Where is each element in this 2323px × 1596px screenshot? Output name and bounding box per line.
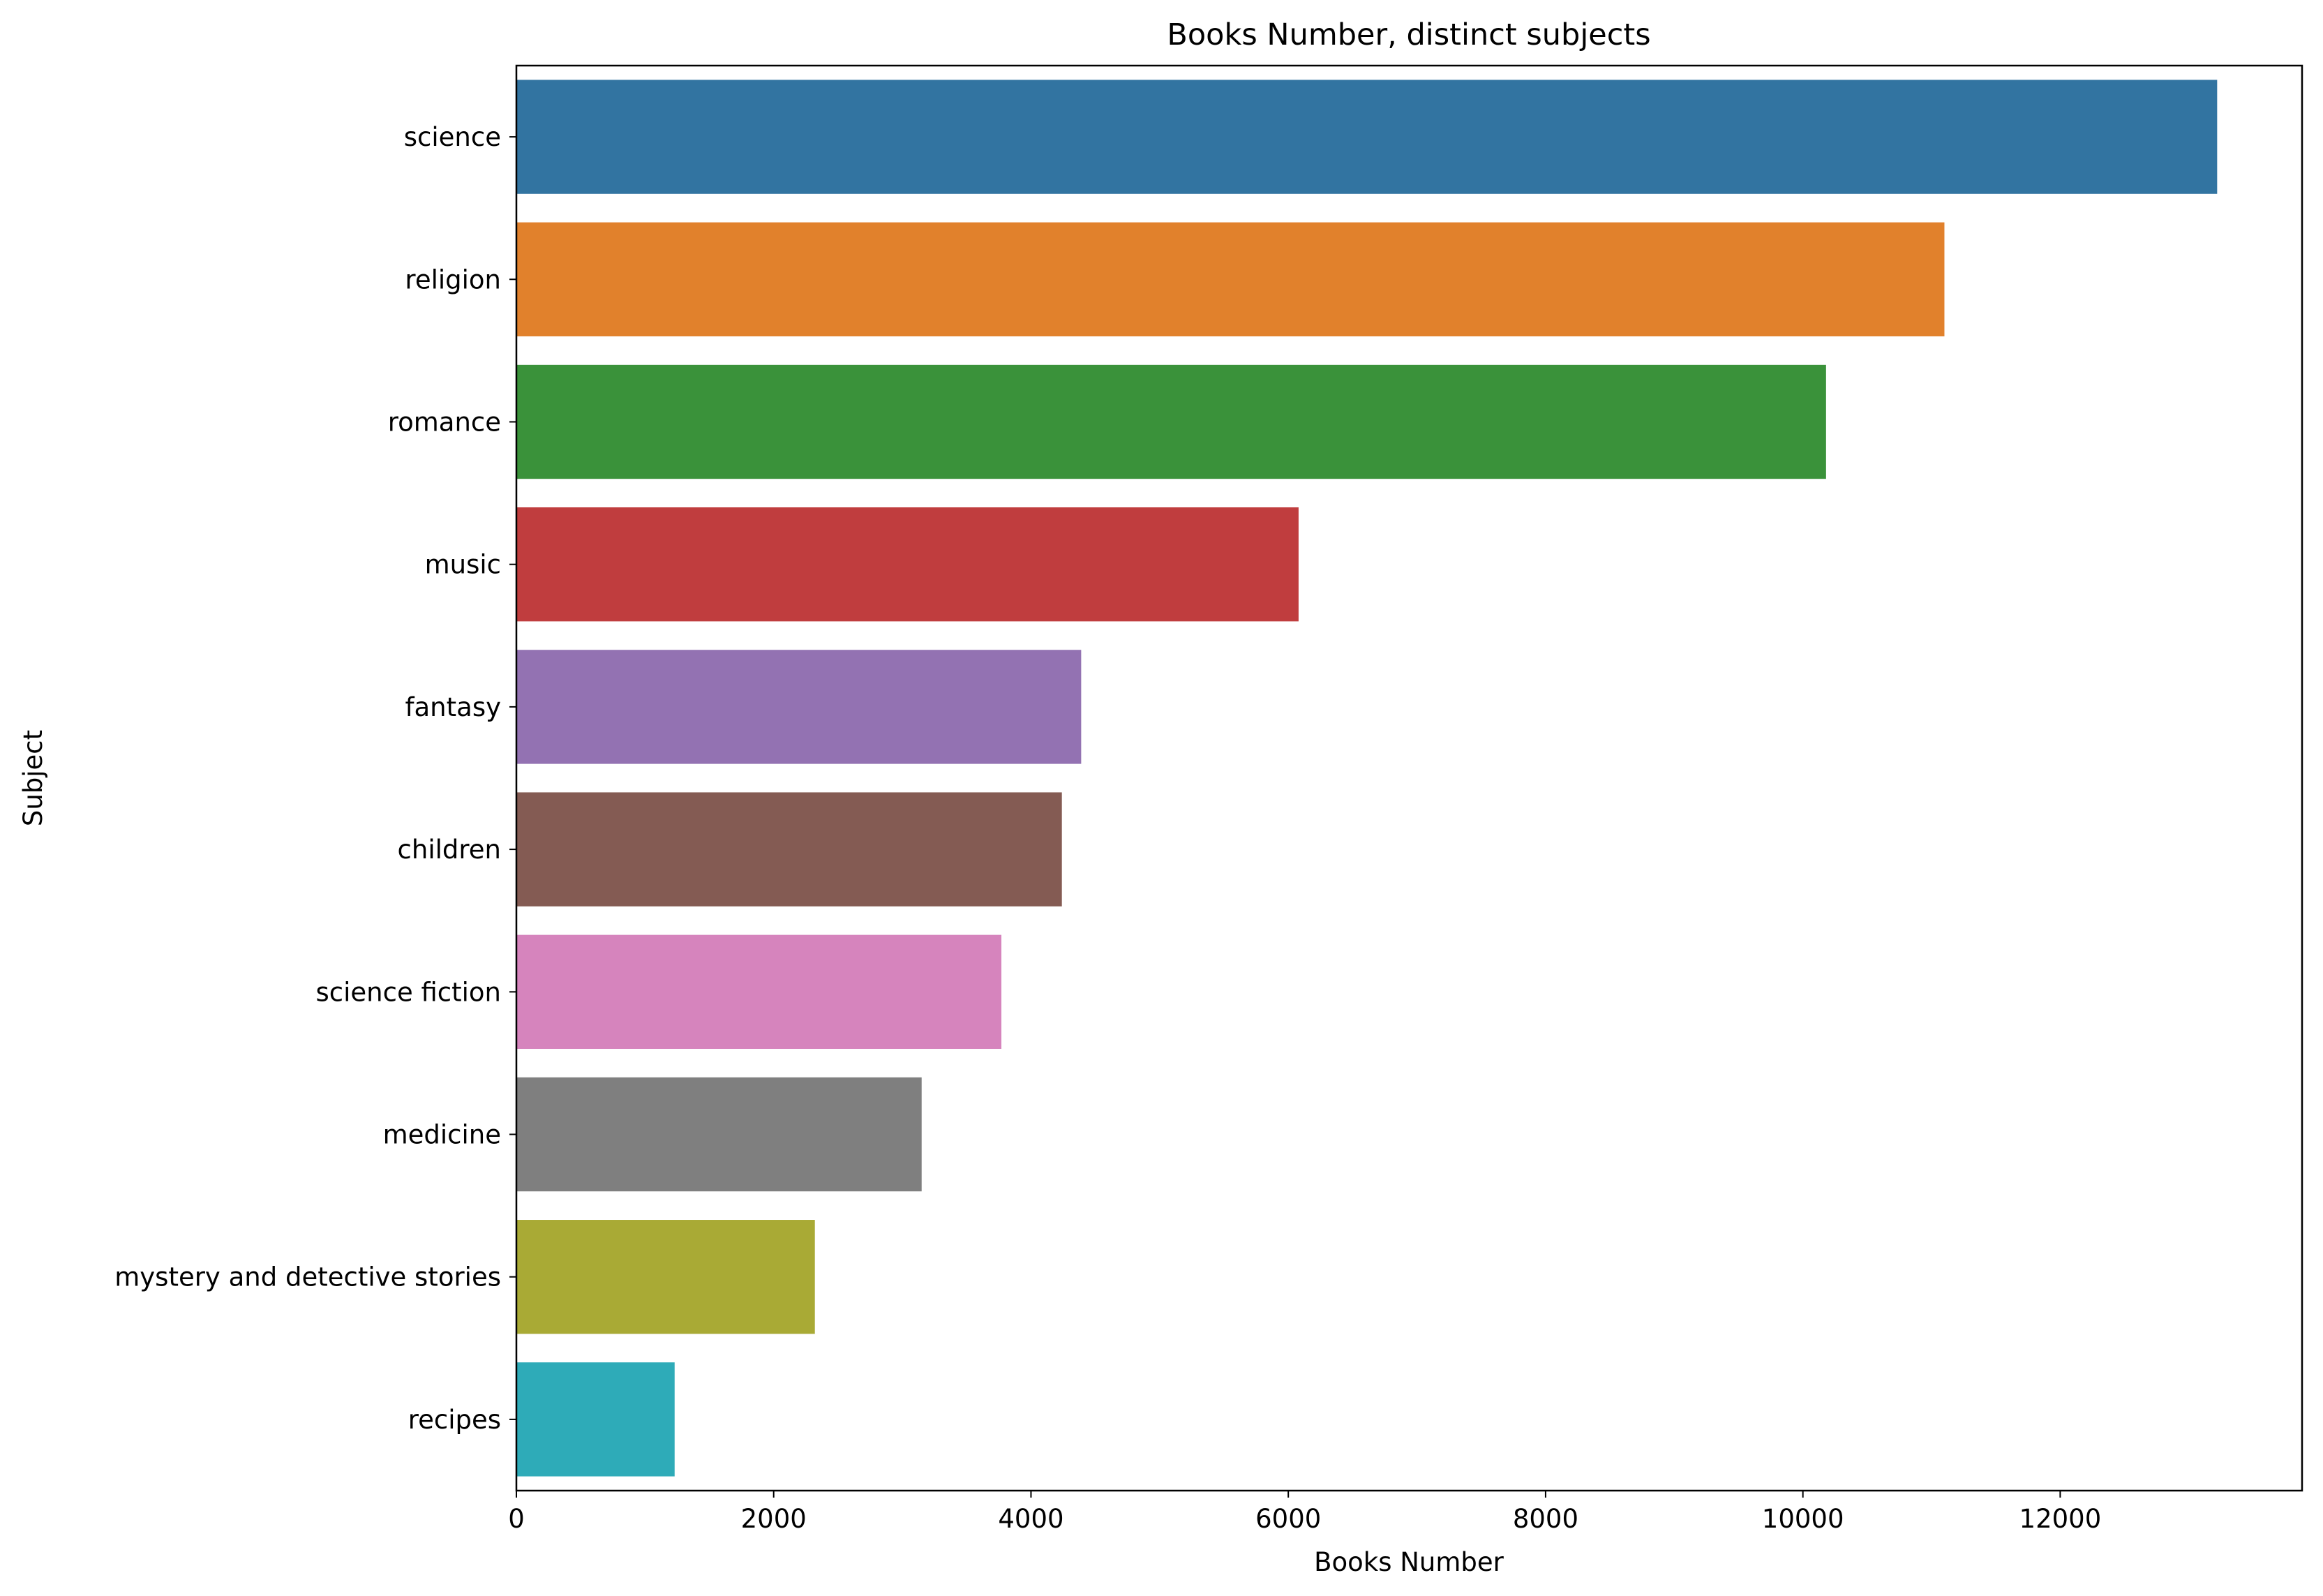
bar-religion — [516, 222, 1945, 336]
x-tick-label: 4000 — [998, 1504, 1063, 1534]
x-tick-label: 8000 — [1513, 1504, 1578, 1534]
bar-recipes — [516, 1362, 675, 1477]
y-tick-label: medicine — [383, 1120, 501, 1150]
y-tick-label: science fiction — [315, 977, 501, 1007]
bar-science-fiction — [516, 934, 1002, 1049]
y-tick-label: mystery and detective stories — [114, 1262, 501, 1292]
x-tick-label: 12000 — [2019, 1504, 2102, 1534]
x-tick-label: 0 — [508, 1504, 525, 1534]
bar-group — [516, 80, 2218, 1477]
bar-medicine — [516, 1077, 922, 1192]
bar-romance — [516, 364, 1826, 479]
y-tick-label: religion — [405, 264, 501, 294]
x-tick-label: 10000 — [1762, 1504, 1844, 1534]
y-tick-label: music — [425, 550, 501, 580]
bar-mystery-and-detective-stories — [516, 1220, 815, 1334]
bar-science — [516, 80, 2218, 194]
x-tick-label: 6000 — [1255, 1504, 1321, 1534]
bar-fantasy — [516, 650, 1082, 764]
y-axis-ticks: science religion romance music fantasy childr… — [114, 122, 516, 1435]
y-tick-label: recipes — [408, 1405, 501, 1435]
y-tick-label: children — [398, 835, 501, 865]
x-tick-label: 2000 — [741, 1504, 807, 1534]
bar-music — [516, 507, 1299, 622]
y-tick-label: science — [404, 122, 501, 152]
chart-title: Books Number, distinct subjects — [1167, 17, 1650, 52]
y-tick-label: romance — [388, 408, 501, 438]
y-axis-label: Subject — [18, 730, 48, 826]
x-axis-ticks: 0 2000 4000 6000 8000 10000 12000 — [508, 1491, 2101, 1534]
bar-children — [516, 792, 1062, 907]
plot-frame — [515, 64, 2303, 1492]
x-axis-label: Books Number — [1314, 1547, 1504, 1577]
y-tick-label: fantasy — [405, 692, 501, 722]
